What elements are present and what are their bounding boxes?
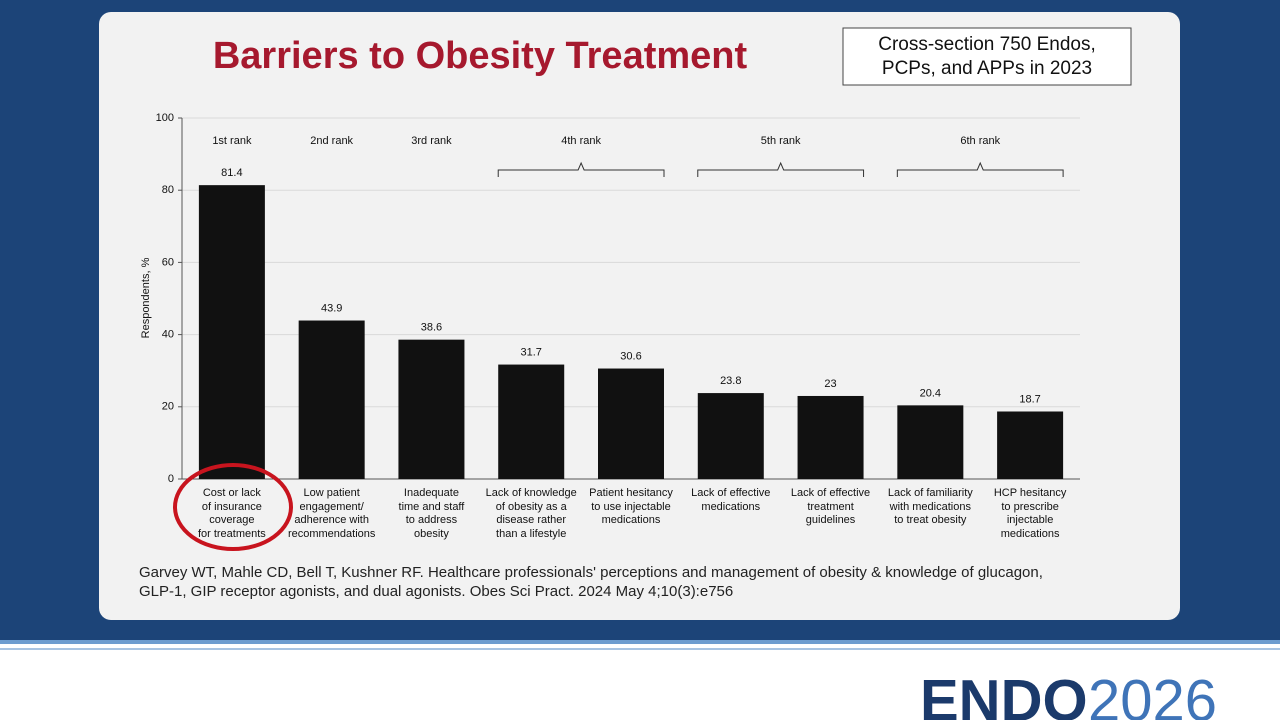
value-label: 23 — [824, 378, 836, 390]
value-label: 38.6 — [421, 322, 442, 334]
y-tick-label: 0 — [168, 473, 174, 485]
rank-label: 5th rank — [761, 135, 801, 147]
x-tick-label: Cost or lack of insurance coverage for t… — [197, 487, 266, 540]
bar — [498, 364, 565, 479]
y-tick-label: 20 — [162, 401, 174, 413]
rank-label: 1st rank — [212, 135, 252, 147]
y-tick-label: 40 — [162, 329, 174, 341]
rank-label: 3rd rank — [411, 135, 452, 147]
value-label: 18.7 — [1019, 393, 1040, 405]
bar — [298, 320, 365, 479]
rank-label: 2nd rank — [310, 135, 353, 147]
rank-brace — [896, 161, 1064, 177]
bar — [697, 393, 764, 479]
value-label: 81.4 — [221, 167, 242, 179]
rank-brace — [497, 161, 665, 177]
value-label: 20.4 — [920, 387, 941, 399]
y-tick-label: 100 — [156, 112, 174, 124]
citation: Garvey WT, Mahle CD, Bell T, Kushner RF.… — [139, 564, 1043, 581]
slide-title: Barriers to Obesity Treatment — [213, 35, 748, 77]
value-label: 31.7 — [521, 346, 542, 358]
study-box — [842, 27, 1132, 86]
bar — [897, 405, 964, 479]
y-tick-label: 80 — [162, 184, 174, 196]
footer-line — [0, 648, 1280, 650]
rank-label: 4th rank — [561, 135, 601, 147]
rank-brace — [697, 161, 865, 177]
x-tick-label: Low patient engagement/ adherence with r… — [287, 487, 376, 540]
x-tick-label: Lack of effective medications — [691, 487, 771, 513]
bar — [997, 411, 1064, 479]
x-tick-label: Lack of familiarity with medications to … — [887, 487, 973, 526]
citation: GLP-1, GIP receptor agonists, and dual a… — [139, 583, 733, 600]
study-box-text: Cross-section 750 Endos, — [878, 34, 1096, 55]
x-tick-label: Patient hesitancy to use injectable medi… — [589, 487, 673, 526]
x-tick-label: Inadequate time and staff to address obe… — [398, 487, 465, 540]
logo-year: 2026 — [1088, 668, 1217, 720]
value-label: 43.9 — [321, 302, 342, 314]
bar — [598, 368, 664, 479]
study-box-text: PCPs, and APPs in 2023 — [882, 58, 1092, 79]
bar — [398, 339, 465, 479]
rank-label: 6th rank — [960, 135, 1000, 147]
x-tick-label: HCP hesitancy to prescribe injectable me… — [993, 487, 1067, 540]
x-tick-label: Lack of effective treatment guidelines — [790, 487, 871, 526]
bar — [198, 185, 265, 479]
value-label: 23.8 — [720, 375, 741, 387]
bar — [797, 395, 864, 479]
y-tick-label: 60 — [162, 256, 174, 268]
highlight-circle — [173, 463, 293, 551]
footer-band — [0, 640, 1280, 720]
footer-line — [0, 640, 1280, 644]
value-label: 30.6 — [620, 350, 641, 362]
x-tick-label: Lack of knowledge of obesity as a diseas… — [485, 487, 577, 540]
logo-name: ENDO — [920, 668, 1088, 720]
y-axis-label: Respondents, % — [140, 257, 152, 338]
